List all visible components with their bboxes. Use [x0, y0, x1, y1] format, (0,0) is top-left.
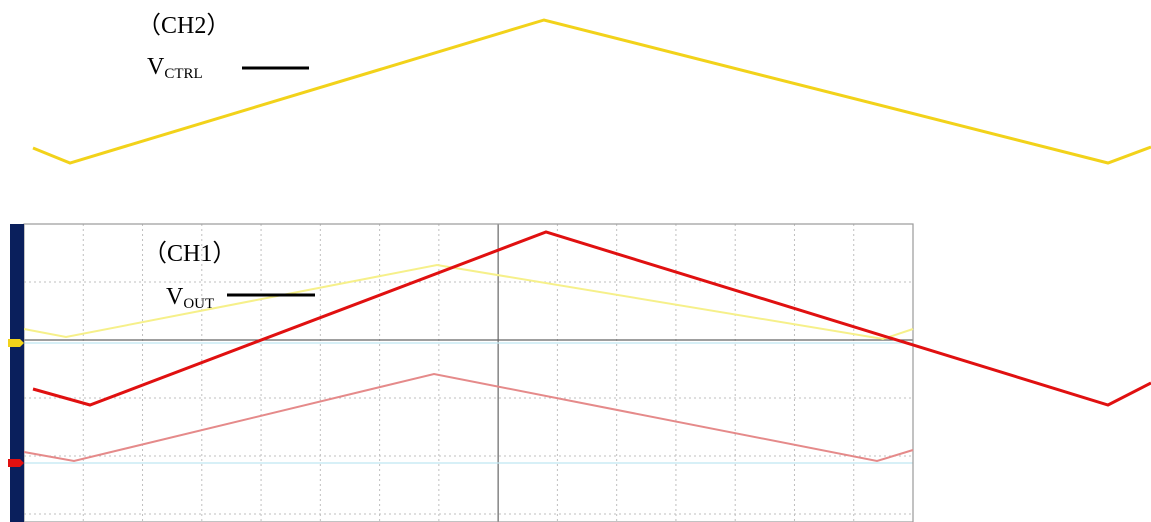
ch2-channel-label: （CH2） — [137, 13, 230, 39]
ch2-signal-label: VCTRL — [147, 54, 203, 82]
ch2-signal-subscript: CTRL — [164, 66, 202, 82]
scope-traces — [23, 263, 914, 463]
ch2-marker-icon — [8, 339, 24, 347]
ch2-label: （CH2） VCTRL — [137, 13, 309, 82]
ch1-signal-subscript: OUT — [183, 296, 214, 312]
vout-waveform — [32, 230, 1151, 407]
ch1-signal-label: VOUT — [166, 284, 214, 312]
scope-ctrl-trace — [23, 263, 914, 341]
ch2-signal-symbol: V — [147, 54, 165, 80]
ch1-signal-symbol: V — [166, 284, 184, 310]
scope-background — [10, 224, 913, 522]
oscilloscope-screen — [8, 223, 914, 522]
vctrl-waveform — [32, 18, 1151, 165]
scope-out-trace — [23, 372, 914, 463]
ch1-channel-label: （CH1） — [143, 241, 236, 267]
scope-side-bar — [10, 224, 24, 522]
ch1-label: （CH1） VOUT — [143, 241, 315, 312]
ch1-marker-icon — [8, 459, 24, 467]
